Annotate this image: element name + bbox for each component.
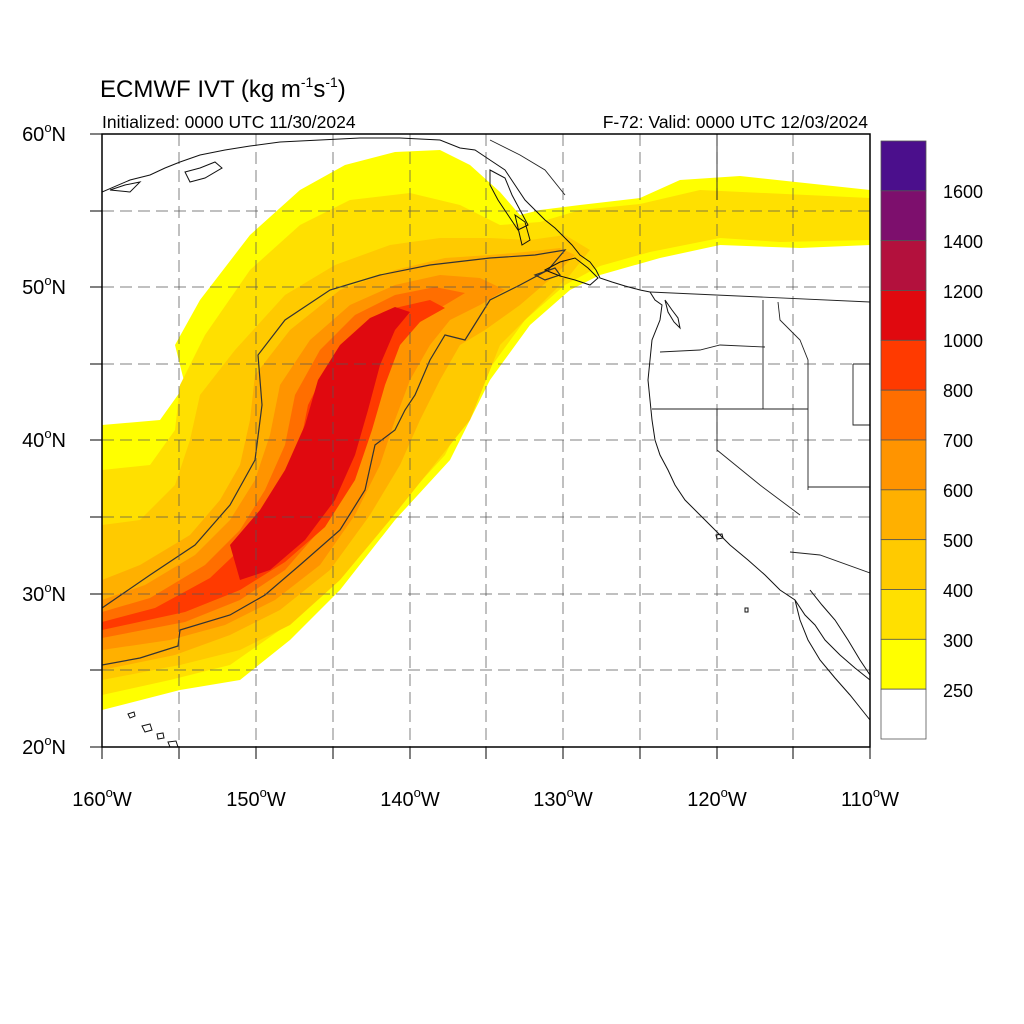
- lat-label-30: 30oN: [22, 580, 66, 606]
- lon-label-140: 140oW: [380, 785, 440, 811]
- colorbar-segment: [880, 439, 927, 491]
- mt-border: [777, 301, 809, 409]
- colorbar-segment: [880, 638, 927, 690]
- colorbar-segment: [880, 389, 927, 441]
- lon-label-160: 160oW: [72, 785, 132, 811]
- colorbar-segment: [880, 190, 927, 242]
- cb-label-500: 500: [943, 531, 973, 551]
- colorbar-segment: [880, 290, 927, 341]
- west-coast: [647, 291, 870, 681]
- cb-label-600: 600: [943, 481, 973, 501]
- panhandle-islands: [489, 169, 531, 246]
- frame-ticks: [90, 133, 871, 759]
- cb-label-400: 400: [943, 581, 973, 601]
- colorbar-segment: [880, 339, 927, 391]
- lat-label-40: 40oN: [22, 426, 66, 452]
- colorbar: [880, 140, 927, 740]
- lat-labels: 60oN 50oN 40oN 30oN 20oN: [22, 120, 66, 759]
- ivt-contour-500: [102, 249, 567, 666]
- ivt-band-1000: [230, 307, 410, 580]
- cb-label-800: 800: [943, 381, 973, 401]
- lat-label-50: 50oN: [22, 273, 66, 299]
- wy-border: [852, 363, 870, 426]
- lat-label-20: 20oN: [22, 733, 66, 759]
- valid-time: F-72: Valid: 0000 UTC 12/03/2024: [603, 112, 869, 132]
- canada-inner-border: [489, 139, 566, 196]
- map-title: ECMWF IVT (kg m-1s-1): [100, 74, 346, 103]
- colorbar-segment: [880, 140, 927, 192]
- wa-or-border: [659, 344, 766, 353]
- lat-label-60: 60oN: [22, 120, 66, 146]
- colorbar-segment: [880, 240, 927, 291]
- alaska-islands: [109, 161, 223, 193]
- baja-peninsula: [794, 599, 870, 721]
- ca-nv-border: [716, 409, 801, 516]
- alaska-coast: [102, 137, 566, 239]
- ivt-contour-500-inner: [533, 267, 561, 281]
- cb-label-1400: 1400: [943, 232, 983, 252]
- colorbar-segment: [880, 688, 927, 740]
- colorbar-segment: [880, 539, 927, 590]
- cb-label-1000: 1000: [943, 331, 983, 351]
- lon-label-120: 120oW: [687, 785, 747, 811]
- lon-label-130: 130oW: [533, 785, 593, 811]
- lon-labels: 160oW 150oW 140oW 130oW 120oW 110oW: [72, 785, 899, 811]
- us-mexico-border: [789, 551, 870, 574]
- colorbar-labels: 1600 1400 1200 1000 800 700 600 500 400 …: [943, 182, 983, 701]
- cb-label-1600: 1600: [943, 182, 983, 202]
- gulf-of-california: [809, 589, 870, 676]
- puget-sound: [664, 299, 681, 330]
- cb-label-1200: 1200: [943, 282, 983, 302]
- graticule: [102, 134, 870, 747]
- us-canada-border: [649, 291, 870, 303]
- bc-coast: [564, 237, 651, 293]
- lon-label-110: 110oW: [841, 785, 899, 811]
- channel-islands: [715, 533, 749, 613]
- colorbar-segment: [880, 589, 927, 640]
- hawaii-islands: [127, 711, 179, 747]
- cb-label-300: 300: [943, 631, 973, 651]
- coastlines: [102, 137, 870, 747]
- lon-label-150: 150oW: [226, 785, 286, 811]
- map-panel: [102, 134, 870, 747]
- borders: [489, 134, 870, 574]
- init-time: Initialized: 0000 UTC 11/30/2024: [102, 112, 356, 132]
- cb-label-700: 700: [943, 431, 973, 451]
- cb-label-250: 250: [943, 681, 973, 701]
- vancouver-island: [543, 257, 599, 286]
- colorbar-segment: [880, 489, 927, 541]
